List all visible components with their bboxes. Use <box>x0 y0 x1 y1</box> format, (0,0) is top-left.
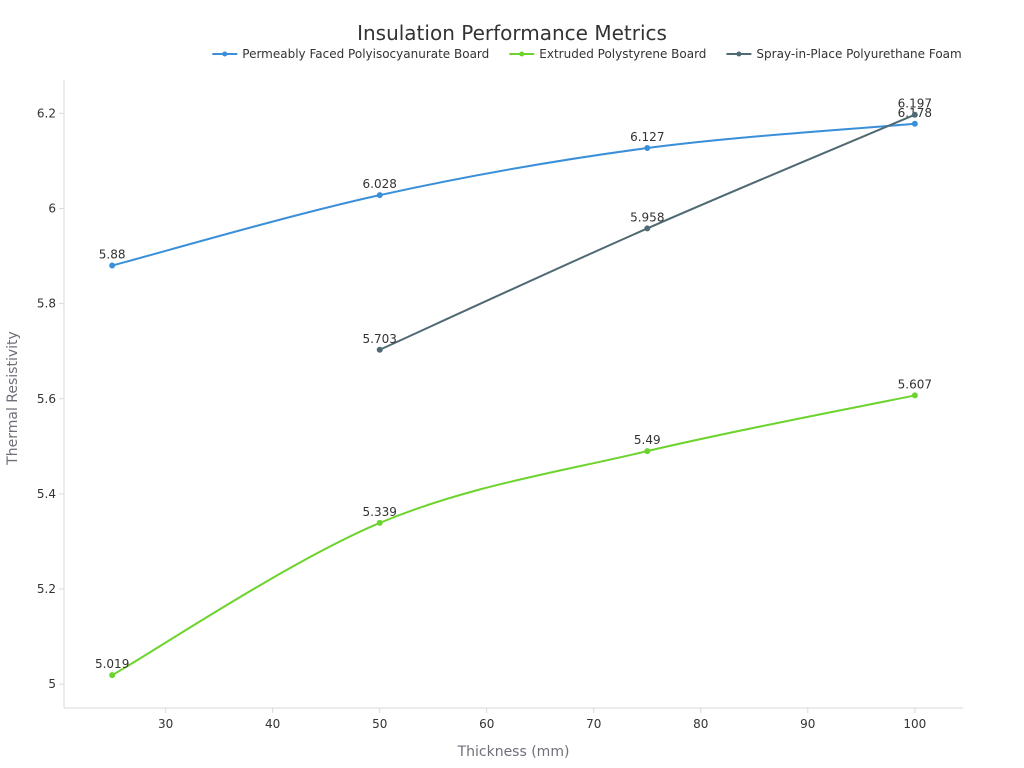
data-point[interactable] <box>911 120 918 127</box>
data-label: 5.703 <box>363 332 397 346</box>
legend-item[interactable]: Permeably Faced Polyisocyanurate Board <box>212 47 489 61</box>
data-point[interactable] <box>109 672 116 679</box>
legend-item[interactable]: Extruded Polystyrene Board <box>509 47 706 61</box>
series-3: 5.703 5.958 6.197 <box>363 97 932 353</box>
x-tick-label: 100 <box>903 717 926 731</box>
x-tick-label: 50 <box>372 717 387 731</box>
data-point[interactable] <box>376 346 383 353</box>
data-label: 6.197 <box>898 97 932 111</box>
y-tick-label: 5.2 <box>37 582 56 596</box>
legend-item[interactable]: Spray-in-Place Polyurethane Foam <box>726 47 962 61</box>
x-tick-label: 80 <box>693 717 708 731</box>
y-axis-title: Thermal Resistivity <box>5 331 21 466</box>
data-label: 5.88 <box>99 248 126 262</box>
data-point[interactable] <box>376 192 383 199</box>
y-tick-label: 5.4 <box>37 487 56 501</box>
x-tick-label: 30 <box>158 717 173 731</box>
series-layer: 5.886.0286.1276.1785.0195.3395.495.6075.… <box>95 97 932 679</box>
legend-swatch-dot <box>736 51 742 57</box>
chart-title: Insulation Performance Metrics <box>357 21 667 45</box>
series-line <box>111 122 915 267</box>
data-label: 6.028 <box>363 177 397 191</box>
legend-swatch-dot <box>222 51 228 57</box>
legend-swatch-dot <box>519 51 525 57</box>
data-point[interactable] <box>911 111 918 118</box>
data-label: 5.339 <box>363 505 397 519</box>
y-tick-label: 5 <box>48 677 56 691</box>
legend-label: Extruded Polystyrene Board <box>539 47 706 61</box>
legend: Permeably Faced Polyisocyanurate Board Ex… <box>212 47 962 61</box>
data-label: 5.49 <box>634 433 661 447</box>
y-tick-label: 5.6 <box>37 392 56 406</box>
data-point[interactable] <box>644 225 651 232</box>
x-axis-title: Thickness (mm) <box>457 744 570 760</box>
legend-label: Spray-in-Place Polyurethane Foam <box>756 47 961 61</box>
y-tick-label: 6.2 <box>37 106 56 120</box>
data-label: 6.127 <box>630 130 664 144</box>
y-tick-label: 5.8 <box>37 297 56 311</box>
data-point[interactable] <box>644 448 651 455</box>
data-label: 5.607 <box>898 377 932 391</box>
series-2: 5.019 5.339 5.49 5.607 <box>95 377 932 679</box>
x-axis-ticks: 30 40 50 60 70 80 90 100 <box>158 708 926 731</box>
series-line <box>111 394 916 677</box>
data-label: 5.958 <box>630 210 664 224</box>
legend-label: Permeably Faced Polyisocyanurate Board <box>242 47 489 61</box>
data-point[interactable] <box>376 519 383 526</box>
y-tick-label: 6 <box>48 201 56 215</box>
data-point[interactable] <box>644 145 651 152</box>
data-label: 5.019 <box>95 657 129 671</box>
axes <box>63 80 963 709</box>
x-tick-label: 40 <box>265 717 280 731</box>
data-point[interactable] <box>109 262 116 269</box>
x-tick-label: 60 <box>479 717 494 731</box>
x-tick-label: 90 <box>800 717 815 731</box>
y-axis-ticks: 5 5.2 5.4 5.6 5.8 6 6.2 <box>37 106 64 691</box>
x-tick-label: 70 <box>586 717 601 731</box>
data-point[interactable] <box>911 392 918 399</box>
